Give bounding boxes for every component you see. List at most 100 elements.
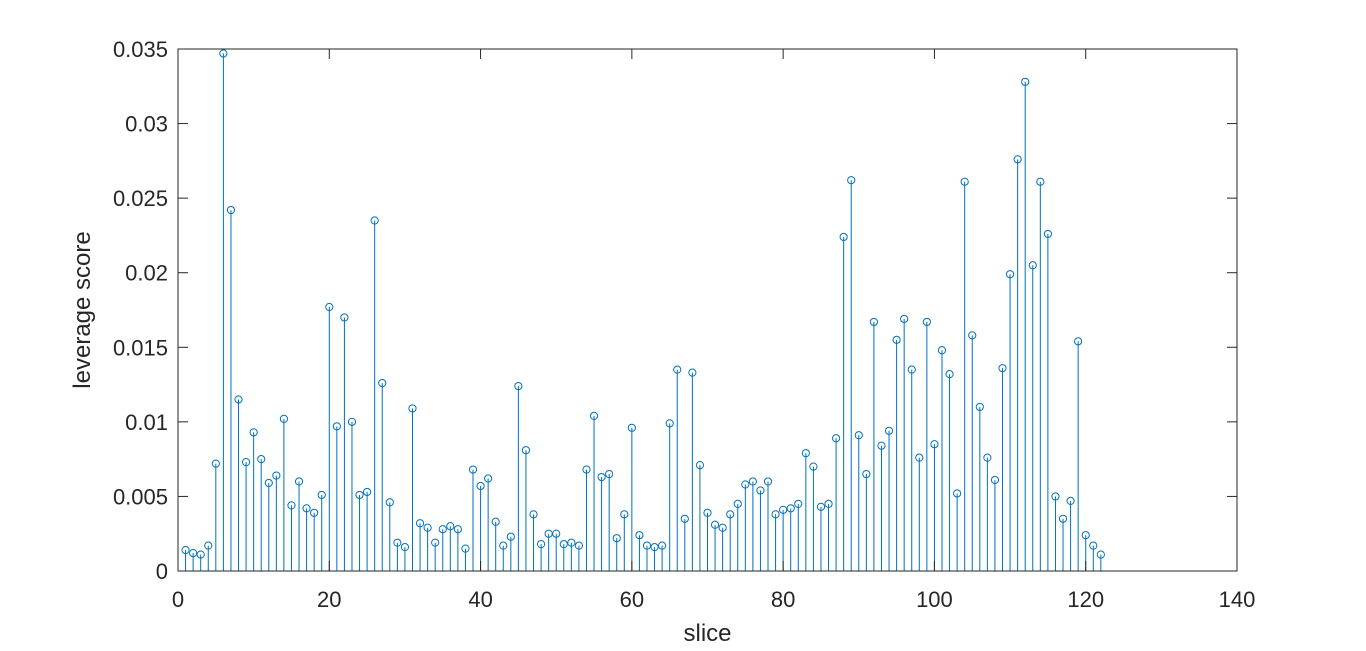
plot-background — [178, 49, 1237, 571]
stem-marker — [408, 404, 417, 413]
stem-marker — [703, 508, 712, 517]
y-tick-label: 0.02 — [125, 261, 168, 286]
stem-marker — [317, 490, 326, 500]
stem-marker — [635, 531, 644, 540]
x-axis: 0 20 40 60 80 100 120 140 — [172, 49, 1255, 612]
x-tick-label: 60 — [620, 587, 644, 612]
stem-marker — [340, 313, 349, 322]
stem-marker — [998, 364, 1007, 373]
x-tick-label: 0 — [172, 587, 184, 612]
stem-marker — [1028, 261, 1037, 270]
stem-marker — [726, 510, 735, 519]
stem-marker — [226, 205, 236, 215]
stem-marker — [257, 455, 266, 464]
stem-marker — [370, 216, 379, 225]
stem-marker — [1005, 270, 1015, 279]
stem-marker — [983, 453, 992, 462]
stem-marker — [922, 317, 931, 327]
stem-marker — [491, 517, 500, 526]
stem-marker — [484, 474, 493, 483]
stem-marker — [453, 525, 462, 534]
stem-marker — [847, 176, 856, 185]
stem-marker — [347, 417, 357, 426]
stem-marker — [900, 314, 909, 324]
stem-marker — [877, 441, 886, 450]
stem-marker — [423, 523, 432, 532]
y-axis: 0 0.005 0.01 0.015 0.02 0.025 0.03 0.035 — [113, 37, 1237, 584]
stem-marker — [605, 469, 614, 479]
stem-marker — [710, 520, 720, 529]
stem-marker — [779, 505, 788, 514]
y-tick-label: 0.015 — [113, 335, 168, 360]
stem-marker — [521, 446, 531, 455]
stem-marker — [294, 477, 304, 486]
stem-marker — [1089, 541, 1098, 550]
stem-marker — [673, 365, 682, 374]
x-tick-label: 120 — [1067, 587, 1104, 612]
stem-marker — [718, 523, 727, 532]
stem-marker — [559, 540, 568, 549]
stem-marker — [204, 541, 213, 550]
stem-marker — [574, 541, 584, 550]
x-tick-label: 40 — [468, 587, 492, 612]
stem-marker — [748, 477, 757, 486]
stem-marker — [302, 504, 311, 513]
stem-marker — [945, 370, 954, 379]
stem-marker — [1043, 229, 1052, 239]
stem-marker — [695, 461, 705, 470]
stem-marker — [476, 481, 485, 491]
stem-marker — [801, 449, 810, 458]
stem-marker — [968, 331, 977, 340]
stem-marker — [461, 544, 470, 553]
x-tick-label: 100 — [916, 587, 953, 612]
stem-marker — [431, 538, 440, 547]
stem-marker — [1021, 77, 1030, 86]
stem-marker — [756, 486, 765, 495]
stem-marker — [869, 317, 879, 327]
stem-marker — [529, 510, 538, 519]
stem-marker — [272, 471, 281, 480]
stem-marker — [953, 489, 962, 498]
stem-marker — [975, 402, 984, 412]
y-tick-label: 0.01 — [125, 410, 168, 435]
stem-marker — [854, 431, 863, 440]
stem-marker — [733, 499, 742, 508]
stem-marker — [514, 381, 523, 391]
data-stems — [185, 53, 1102, 571]
stem-marker — [279, 414, 288, 423]
stem-marker — [816, 502, 826, 511]
stem-marker — [264, 478, 273, 488]
stem-marker — [741, 480, 750, 489]
stem-marker — [287, 501, 296, 510]
stem-marker — [219, 49, 228, 58]
stem-marker — [355, 490, 364, 500]
stem-marker — [990, 475, 1000, 485]
stem-marker — [196, 550, 205, 559]
stem-marker — [310, 508, 319, 517]
stem-marker — [1036, 177, 1045, 186]
stem-marker — [1074, 337, 1083, 346]
stem-marker — [862, 469, 871, 479]
stem-marker — [794, 499, 803, 508]
stem-marker — [189, 549, 198, 558]
stem-marker — [332, 422, 341, 431]
stem-marker — [680, 514, 689, 523]
stem-marker — [612, 534, 621, 543]
stem-marker — [567, 538, 576, 547]
stem-marker — [393, 538, 402, 547]
stem-marker — [884, 426, 894, 435]
stem-marker — [892, 335, 901, 344]
y-tick-label: 0.035 — [113, 37, 168, 62]
stem-marker — [400, 543, 410, 552]
stem-marker — [1081, 531, 1090, 540]
stem-marker — [249, 428, 258, 437]
axes-box — [177, 48, 1238, 572]
stem-marker — [839, 232, 848, 242]
y-tick-label: 0.03 — [125, 112, 168, 137]
stem-marker — [1051, 492, 1060, 501]
y-tick-label: 0.005 — [113, 484, 168, 509]
y-axis-label: leverage score — [69, 231, 96, 388]
stem-marker — [234, 395, 243, 404]
stem-marker — [325, 302, 334, 312]
y-tick-label: 0.025 — [113, 186, 168, 211]
